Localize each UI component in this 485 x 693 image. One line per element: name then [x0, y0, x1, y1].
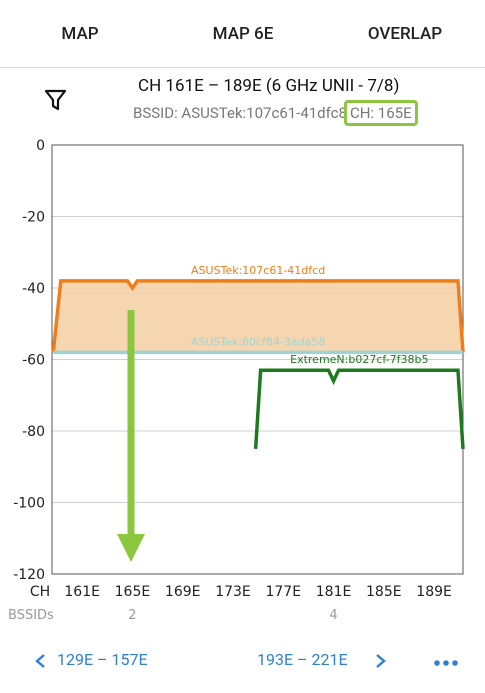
y-tick-label: -80	[22, 424, 45, 440]
bssid-count: 4	[329, 608, 337, 623]
y-tick-label: -60	[22, 353, 45, 369]
signal-line	[51, 279, 465, 353]
series-label: ASUSTek:107c61-41dfcd	[191, 264, 325, 277]
x-tick-label: 177E	[265, 584, 301, 600]
filter-icon[interactable]	[44, 88, 68, 112]
tab[interactable]: OVERLAP	[367, 24, 443, 44]
next-icon[interactable]	[373, 653, 387, 669]
prev-range[interactable]: 129E – 157E	[57, 650, 148, 669]
more-icon[interactable]	[433, 658, 459, 668]
x-tick-label: 161E	[64, 584, 100, 600]
annotation-arrowhead	[117, 534, 145, 562]
subtitle: BSSID: ASUSTek:107c61-41dfc8 CH: 165E	[133, 100, 418, 126]
x-tick-label: 165E	[115, 584, 151, 600]
x-tick-label: 185E	[366, 584, 402, 600]
channel-highlight: CH: 165E	[343, 100, 418, 126]
x-tick-label: 173E	[215, 584, 251, 600]
y-tick-label: -100	[13, 496, 45, 512]
tab-bar: MAP MAP 6E OVERLAP	[0, 0, 485, 68]
y-tick-label: -20	[22, 210, 45, 226]
x-axis-label: CH	[30, 584, 50, 600]
bssid-label: BSSIDs	[8, 608, 54, 623]
y-tick-label: -120	[13, 567, 45, 583]
bssid-count: 2	[128, 608, 136, 623]
title: CH 161E – 189E (6 GHz UNII - 7/8)	[138, 76, 400, 96]
next-range[interactable]: 193E – 221E	[257, 650, 348, 669]
x-tick-label: 169E	[165, 584, 201, 600]
x-tick-label: 181E	[316, 584, 352, 600]
signal-area	[53, 280, 463, 353]
tab[interactable]: MAP	[61, 24, 99, 44]
y-tick-label: 0	[36, 138, 45, 154]
plot-frame	[51, 144, 464, 575]
y-tick-label: -40	[22, 281, 45, 297]
x-tick-label: 189E	[416, 584, 452, 600]
series-label: ASUSTek:60cf84-3ada58	[191, 335, 326, 348]
prev-icon[interactable]	[34, 653, 48, 669]
series-label: ExtremeN:b027cf-7f38b5	[290, 353, 428, 366]
signal-line	[253, 368, 465, 449]
tab[interactable]: MAP 6E	[212, 24, 274, 44]
bssid: BSSID: ASUSTek:107c61-41dfc8	[133, 104, 347, 122]
